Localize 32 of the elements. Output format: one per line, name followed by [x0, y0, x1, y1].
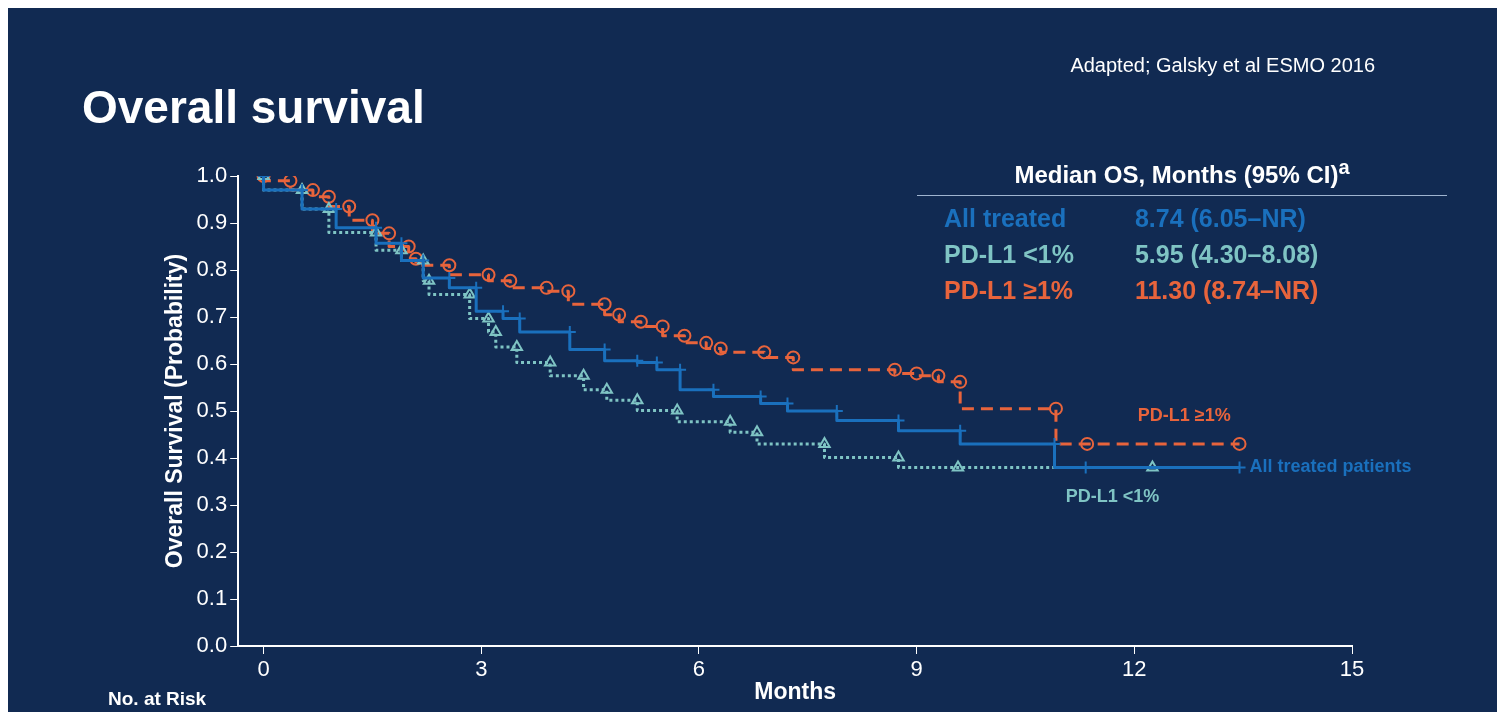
text: Adapted; Galsky et al ESMO 2016 [1070, 54, 1375, 77]
annotation: 5.95 (4.30–8.08) [1133, 238, 1320, 270]
y-tick-label: 0.5 [196, 397, 228, 423]
text: PD-L1 ≥1% [943, 275, 1075, 306]
x-axis-title: Months [754, 677, 836, 704]
annotation: All treated patients [1249, 456, 1412, 477]
y-tick-label: 1.0 [196, 162, 228, 188]
y-tick-label: 0.4 [196, 444, 228, 470]
text: No. at Risk [108, 688, 207, 710]
y-tick-label: 0.8 [196, 256, 228, 282]
y-tick-label: 0.3 [196, 491, 228, 517]
y-tick-label: 0.9 [196, 209, 228, 235]
y-tick-label: 0.1 [196, 585, 228, 611]
y-tick-label: 0.6 [196, 350, 228, 376]
y-axis-title: Overall Survival (Probability) [161, 253, 188, 569]
y-tick-label: 0.7 [196, 303, 228, 329]
x-tick-label: 15 [1339, 656, 1365, 682]
annotation: 11.30 (8.74–NR) [1133, 274, 1320, 306]
y-tick-label: 0.0 [196, 632, 228, 658]
annotation: PD-L1 <1% [1065, 486, 1160, 507]
annotation: 8.74 (6.05–NR) [1133, 202, 1307, 234]
x-tick-label: 6 [692, 656, 706, 682]
y-tick-label: 0.2 [196, 538, 228, 564]
text: All treated [943, 203, 1068, 234]
text: PD-L1 <1% [943, 239, 1075, 270]
x-tick-label: 12 [1122, 656, 1147, 682]
x-tick-label: 0 [257, 656, 270, 682]
x-tick-label: 9 [910, 656, 923, 682]
legend-title: Median OS, Months (95% CI)$^{a}$ [917, 156, 1447, 196]
annotation: PD-L1 ≥1% [1137, 404, 1231, 425]
x-tick-label: 3 [475, 656, 488, 682]
chart-title: Overall survival [82, 80, 425, 134]
